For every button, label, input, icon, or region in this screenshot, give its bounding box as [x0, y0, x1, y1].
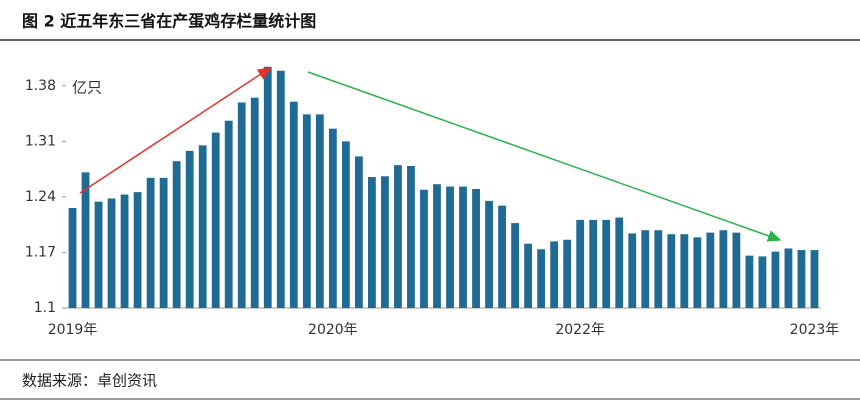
bar [537, 249, 546, 308]
bar [797, 250, 806, 308]
bar [771, 251, 780, 308]
bar [667, 234, 676, 308]
bar [224, 120, 233, 308]
source: 数据来源：卓创资讯 [22, 372, 157, 390]
bar [198, 145, 207, 308]
bar [394, 165, 402, 308]
bar [641, 230, 650, 308]
y-tick-label: 1.24 [25, 189, 56, 205]
bar [315, 114, 324, 308]
bar [459, 186, 467, 308]
bar [107, 198, 116, 308]
y-tick-label: 1.1 [34, 300, 56, 316]
bar [511, 223, 519, 308]
bar [589, 219, 598, 308]
bar [341, 141, 350, 308]
bar [719, 230, 728, 308]
bar [654, 230, 663, 308]
bar [680, 234, 689, 308]
x-tick-label: 2020年 [308, 322, 358, 338]
bar [289, 101, 298, 308]
bar [68, 208, 77, 308]
bar [133, 192, 142, 308]
bar [446, 186, 454, 308]
bar [250, 97, 259, 308]
bar [758, 256, 767, 308]
bar [433, 184, 441, 308]
bar [576, 219, 585, 308]
bar [693, 237, 702, 308]
bar [302, 114, 311, 308]
bar [810, 250, 819, 308]
bar [81, 172, 90, 308]
x-tick-label: 2023年 [790, 322, 840, 338]
bar [732, 232, 741, 308]
bar [563, 239, 572, 308]
plot: 1.1 1.17 1.24 1.31 1.38 2019年 2020年 2022年 2023年 [25, 66, 840, 338]
bar [407, 165, 415, 308]
bar [550, 241, 559, 308]
bar [146, 177, 155, 308]
y-tick-label: 1.38 [25, 78, 56, 94]
bar [420, 189, 428, 308]
y-tick-label: 1.31 [25, 133, 56, 149]
bar [472, 188, 480, 308]
bar [211, 132, 220, 308]
bar [172, 161, 181, 308]
bar [328, 128, 337, 308]
x-tick-label: 2022年 [555, 322, 605, 338]
trend-arrow-down [307, 71, 782, 242]
bar [485, 200, 493, 308]
bar [159, 177, 168, 308]
bar [524, 243, 533, 308]
bar [185, 150, 194, 308]
y-tick-label: 1.17 [25, 244, 56, 260]
bar [615, 217, 624, 308]
bar [368, 177, 376, 308]
bar [706, 232, 715, 308]
bar [276, 70, 285, 308]
bar [498, 205, 506, 308]
bar [354, 156, 363, 308]
bar [602, 219, 611, 308]
bar [784, 248, 793, 308]
bar [628, 233, 637, 308]
x-tick-label: 2019年 [48, 322, 98, 338]
bar [381, 176, 389, 308]
bar [263, 66, 272, 308]
y-unit: 亿只 [72, 79, 102, 97]
bar [745, 255, 754, 308]
bar [94, 201, 103, 308]
chart-title: 图 2 近五年东三省在产蛋鸡存栏量统计图 [22, 12, 316, 31]
bar [120, 194, 129, 308]
bar [237, 102, 246, 308]
trend-arrow-up [79, 67, 272, 194]
